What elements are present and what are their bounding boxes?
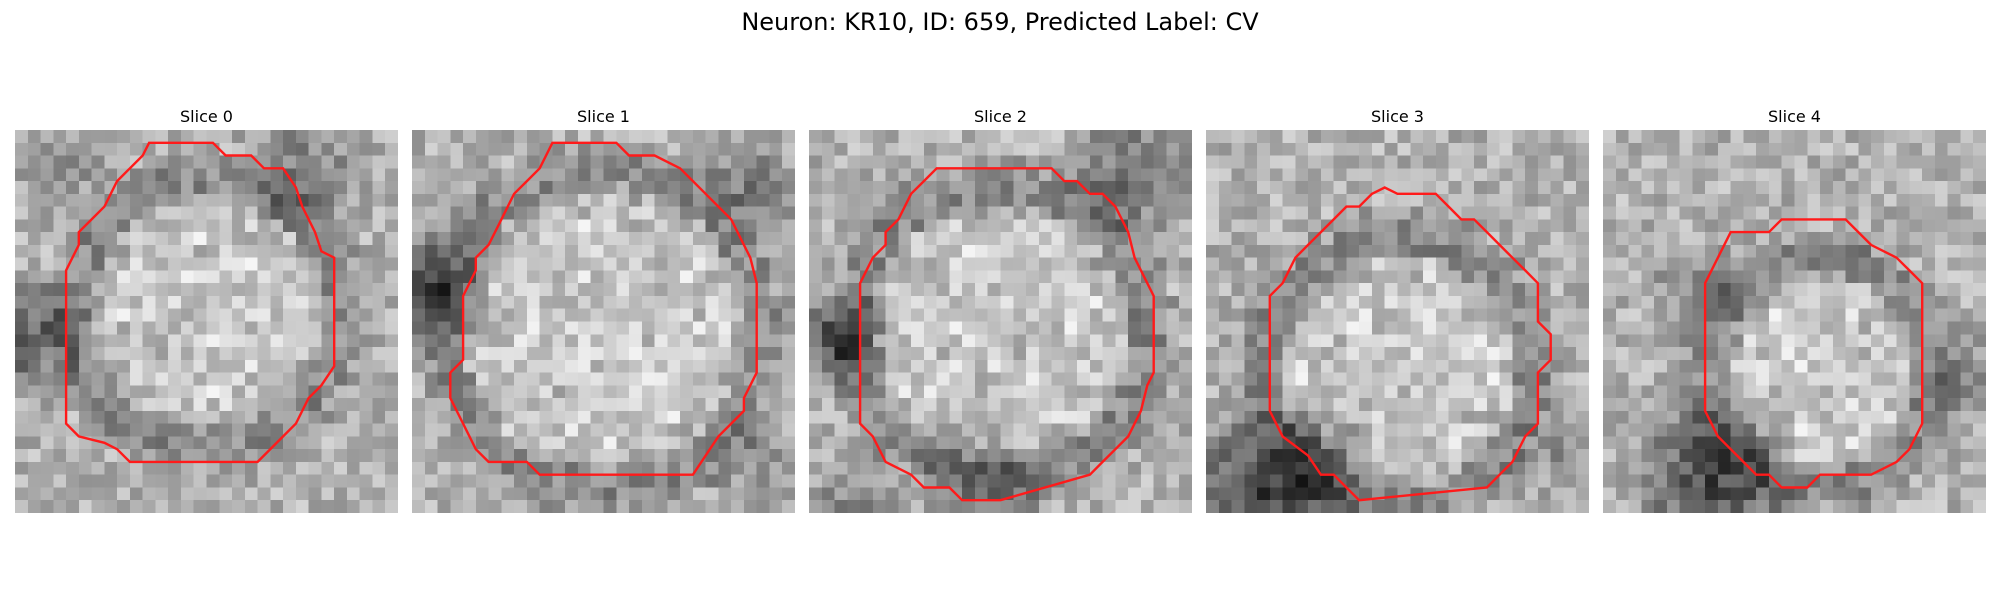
slice-title: Slice 2: [809, 106, 1192, 130]
pixel-texture: [412, 130, 795, 513]
slice-title: Slice 4: [1603, 106, 1986, 130]
slice-panel-1: Slice 1: [412, 106, 795, 513]
slice-title: Slice 3: [1206, 106, 1589, 130]
slice-panel-2: Slice 2: [809, 106, 1192, 513]
slice-panel-4: Slice 4: [1603, 106, 1986, 513]
microscopy-slice-image: [1206, 130, 1589, 513]
pixel-texture: [1206, 130, 1589, 513]
pixel-texture: [15, 130, 398, 513]
slice-title: Slice 0: [15, 106, 398, 130]
microscopy-slice-image: [809, 130, 1192, 513]
microscopy-slice-image: [1603, 130, 1986, 513]
slice-panel-0: Slice 0: [15, 106, 398, 513]
figure-title: Neuron: KR10, ID: 659, Predicted Label: …: [0, 4, 2000, 40]
pixel-texture: [1603, 130, 1986, 513]
slice-title: Slice 1: [412, 106, 795, 130]
microscopy-slice-image: [412, 130, 795, 513]
pixel-texture: [809, 130, 1192, 513]
slice-panel-3: Slice 3: [1206, 106, 1589, 513]
microscopy-slice-image: [15, 130, 398, 513]
